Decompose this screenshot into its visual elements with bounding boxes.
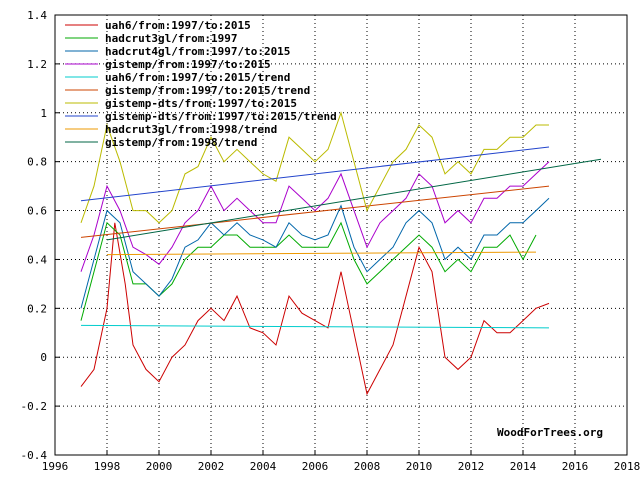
trend-line bbox=[80, 324, 550, 329]
y-tick-label: 1.2 bbox=[27, 58, 47, 71]
x-tick-label: 1996 bbox=[42, 460, 69, 473]
axis-tick-labels: 1996 1998 2000 2002 2004 2006 2008 2010 2012 2014… bbox=[21, 9, 640, 473]
series-line bbox=[80, 161, 550, 272]
x-tick-label: 2008 bbox=[354, 460, 381, 473]
series-line bbox=[80, 197, 550, 309]
x-tick-label: 2006 bbox=[302, 460, 329, 473]
legend-label: hadcrut3gl/from:1997 bbox=[105, 32, 237, 45]
legend-label: uah6/from:1997/to:2015/trend bbox=[105, 71, 290, 84]
x-tick-label: 2010 bbox=[406, 460, 433, 473]
legend-label: gistemp/from:1997/to:2015/trend bbox=[105, 84, 310, 97]
y-tick-label: 1.4 bbox=[27, 9, 47, 22]
legend-label: gistemp/from:1998/trend bbox=[105, 136, 257, 149]
legend: uah6/from:1997/to:2015hadcrut3gl/from:19… bbox=[65, 19, 337, 149]
trend-line bbox=[106, 251, 537, 256]
x-tick-label: 2016 bbox=[562, 460, 589, 473]
x-tick-label: 2014 bbox=[510, 460, 537, 473]
y-tick-label: 0 bbox=[40, 351, 47, 364]
legend-label: gistemp-dts/from:1997/to:2015/trend bbox=[105, 110, 337, 123]
credit-label: WoodForTrees.org bbox=[497, 426, 603, 439]
legend-label: hadcrut3gl/from:1998/trend bbox=[105, 123, 277, 136]
legend-label: hadcrut4gl/from:1997/to:2015 bbox=[105, 45, 290, 58]
x-tick-label: 2000 bbox=[146, 460, 173, 473]
x-tick-label: 2002 bbox=[198, 460, 225, 473]
legend-label: uah6/from:1997/to:2015 bbox=[105, 19, 251, 32]
y-tick-label: -0.4 bbox=[21, 449, 48, 462]
series-lines bbox=[80, 111, 602, 396]
trend-line bbox=[106, 158, 602, 241]
x-tick-label: 2018 bbox=[614, 460, 640, 473]
trend-line bbox=[80, 185, 550, 238]
x-tick-label: 2012 bbox=[458, 460, 485, 473]
x-tick-label: 1998 bbox=[94, 460, 121, 473]
series-line bbox=[80, 222, 550, 396]
series-line bbox=[80, 111, 549, 224]
y-tick-label: 0.8 bbox=[27, 156, 47, 169]
y-tick-label: -0.2 bbox=[21, 400, 48, 413]
y-tick-label: 0.2 bbox=[27, 302, 47, 315]
x-tick-label: 2004 bbox=[250, 460, 277, 473]
trend-line bbox=[80, 146, 550, 202]
y-tick-label: 0.6 bbox=[27, 205, 47, 218]
legend-label: gistemp-dts/from:1997/to:2015 bbox=[105, 97, 297, 110]
y-tick-label: 0.4 bbox=[27, 253, 47, 266]
grid-lines bbox=[54, 14, 628, 456]
legend-label: gistemp/from:1997/to:2015 bbox=[105, 58, 271, 71]
y-tick-label: 1 bbox=[40, 107, 47, 120]
